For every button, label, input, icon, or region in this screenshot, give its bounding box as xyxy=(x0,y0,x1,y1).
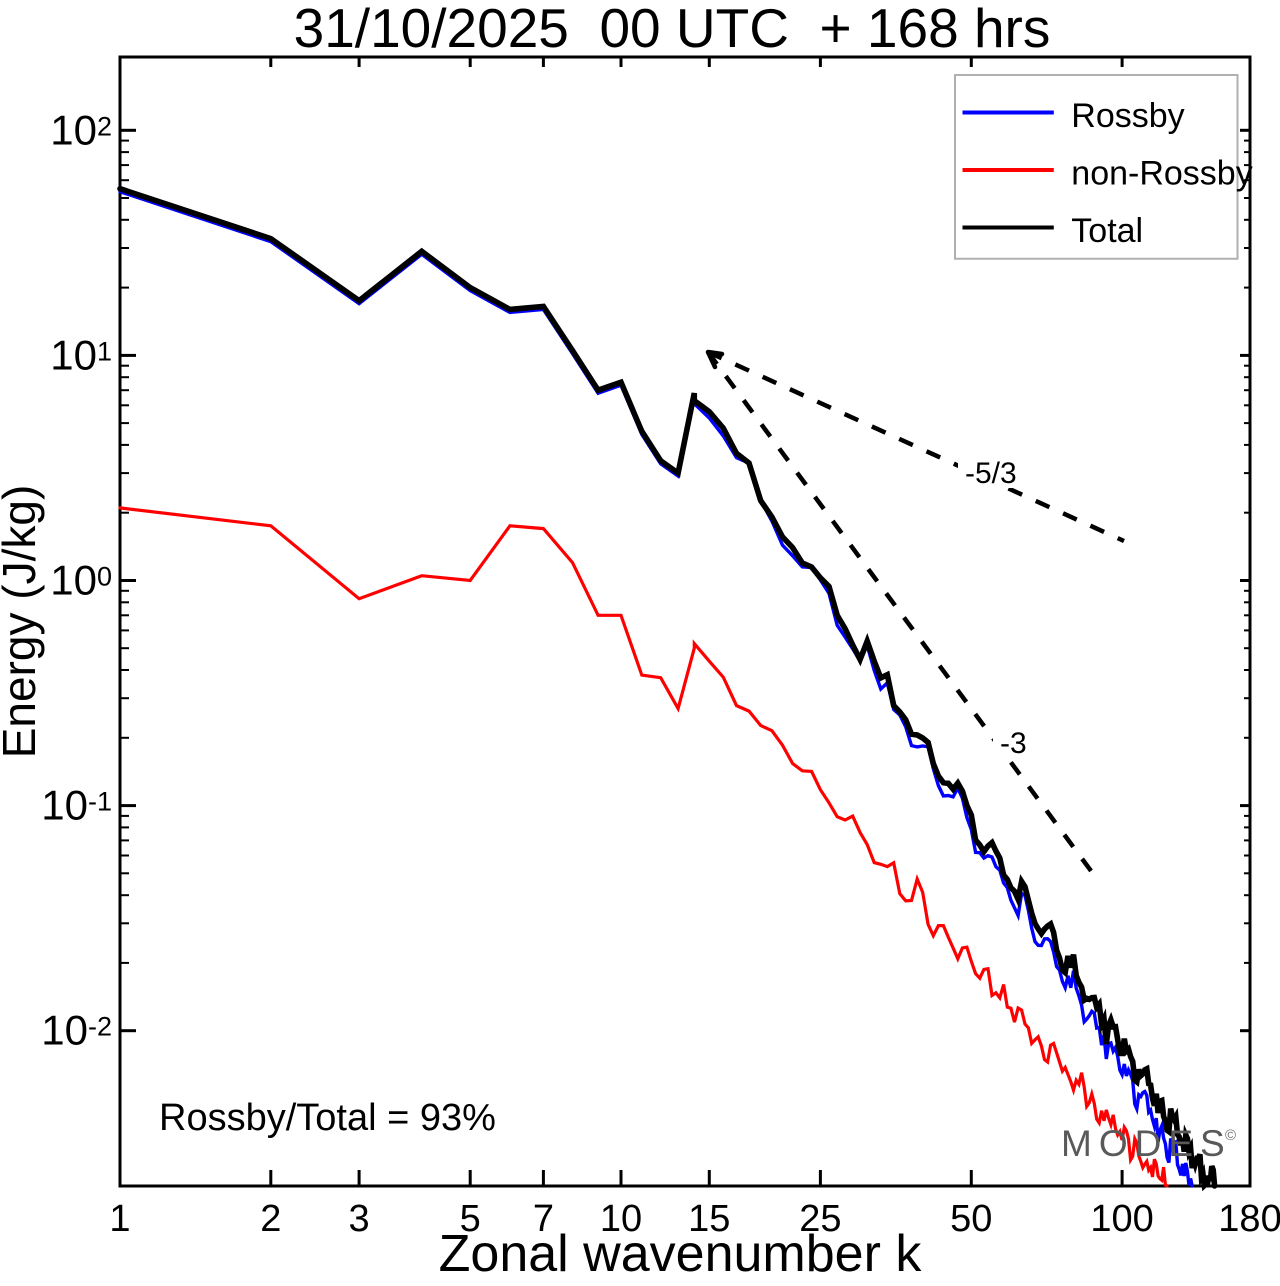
svg-text:Rossby: Rossby xyxy=(1071,97,1184,135)
svg-text:©: © xyxy=(1225,1127,1236,1144)
svg-text:-3: -3 xyxy=(1000,727,1027,760)
svg-text:Total: Total xyxy=(1071,212,1143,250)
svg-text:1: 1 xyxy=(109,1198,130,1240)
svg-text:100: 100 xyxy=(1090,1198,1153,1240)
svg-text:MODES: MODES xyxy=(1061,1123,1232,1164)
svg-text:3: 3 xyxy=(349,1198,370,1240)
svg-text:non-Rossby: non-Rossby xyxy=(1071,155,1252,193)
svg-text:Rossby/Total = 93%: Rossby/Total = 93% xyxy=(159,1097,496,1139)
svg-text:Energy (J/kg): Energy (J/kg) xyxy=(0,485,45,759)
svg-text:180: 180 xyxy=(1218,1198,1280,1240)
svg-text:2: 2 xyxy=(260,1198,281,1240)
svg-text:50: 50 xyxy=(950,1198,992,1240)
svg-text:31/10/2025 00 UTC + 168 hrs: 31/10/2025 00 UTC + 168 hrs xyxy=(294,0,1051,59)
svg-text:Zonal wavenumber k: Zonal wavenumber k xyxy=(439,1225,923,1281)
svg-text:-5/3: -5/3 xyxy=(965,457,1017,490)
